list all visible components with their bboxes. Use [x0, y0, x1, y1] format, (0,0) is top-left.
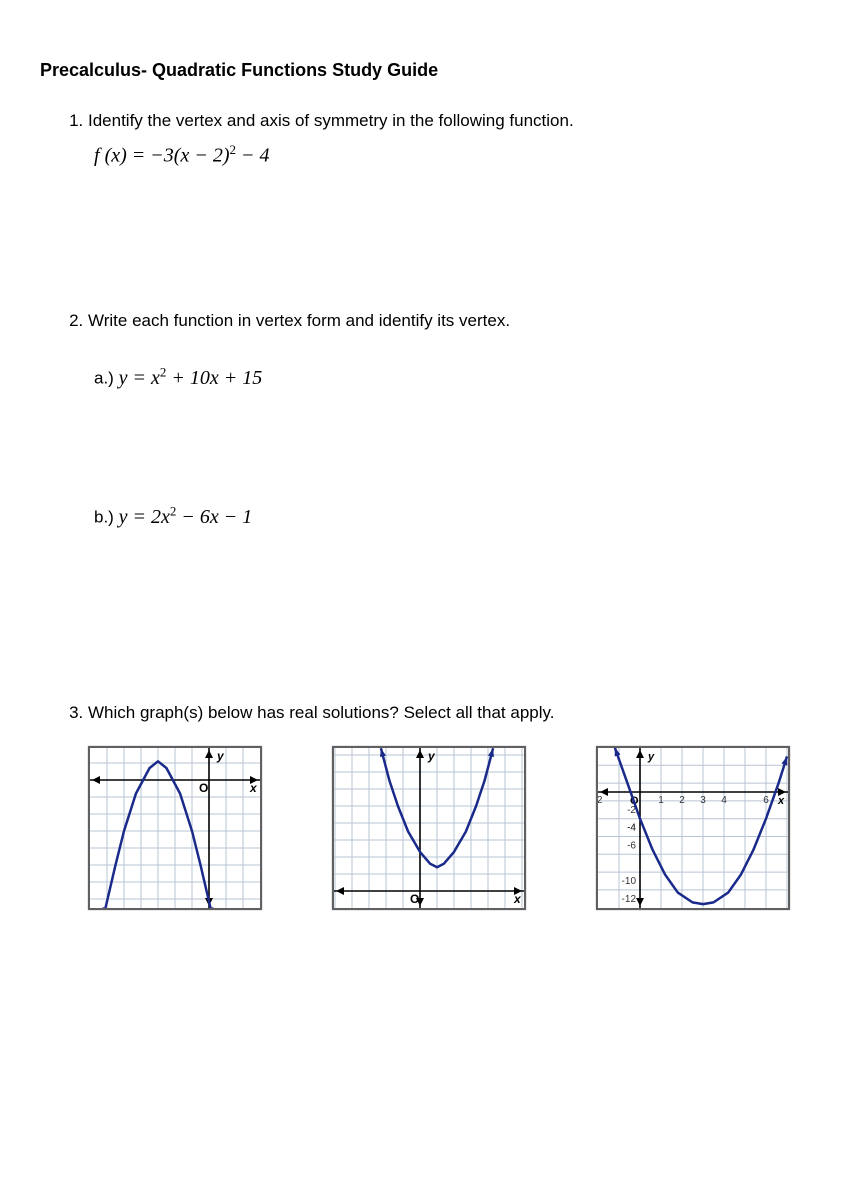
svg-text:-4: -4: [627, 823, 636, 834]
graph-1[interactable]: y x O: [88, 746, 262, 910]
problem-list: Identify the vertex and axis of symmetry…: [40, 109, 822, 910]
svg-text:x: x: [513, 892, 522, 906]
graph-3[interactable]: -212346-12-10-6-4-2-4yxO: [596, 746, 790, 910]
svg-text:y: y: [647, 751, 655, 763]
problem-1: Identify the vertex and axis of symmetry…: [88, 109, 822, 169]
graph-row: yxO yxO -212346-12-10-6-4-2-4yxO: [88, 746, 822, 910]
svg-text:4: 4: [721, 795, 727, 806]
problem-2b-equation: y = 2x2 − 6x − 1: [119, 506, 253, 528]
page-title: Precalculus- Quadratic Functions Study G…: [40, 60, 822, 81]
svg-text:-2: -2: [596, 795, 603, 806]
svg-text:x: x: [249, 781, 258, 795]
svg-text:2: 2: [679, 795, 685, 806]
problem-1-equation: f (x) = −3(x − 2)2 − 4: [94, 141, 822, 170]
problem-2: Write each function in vertex form and i…: [88, 309, 822, 530]
problem-2a-equation: y = x2 + 10x + 15: [119, 367, 263, 389]
problem-2b: b.) y = 2x2 − 6x − 1: [94, 502, 822, 531]
problem-1-prompt: Identify the vertex and axis of symmetry…: [88, 111, 574, 130]
problem-3: Which graph(s) below has real solutions?…: [88, 701, 822, 911]
svg-text:-12: -12: [622, 894, 637, 905]
graph-2[interactable]: y x O: [332, 746, 526, 910]
svg-text:-10: -10: [622, 876, 637, 887]
svg-text:O: O: [199, 781, 208, 795]
problem-2-prompt: Write each function in vertex form and i…: [88, 311, 510, 330]
svg-text:y: y: [216, 749, 225, 763]
svg-text:3: 3: [700, 795, 706, 806]
problem-2a: a.) y = x2 + 10x + 15: [94, 363, 822, 392]
svg-text:6: 6: [763, 795, 769, 806]
svg-text:y: y: [427, 749, 436, 763]
problem-2a-label: a.): [94, 369, 119, 388]
svg-text:1: 1: [658, 795, 664, 806]
svg-text:x: x: [777, 795, 785, 807]
problem-3-prompt: Which graph(s) below has real solutions?…: [88, 703, 554, 722]
problem-2b-label: b.): [94, 508, 119, 527]
svg-text:-6: -6: [627, 841, 636, 852]
svg-text:O: O: [410, 892, 419, 906]
